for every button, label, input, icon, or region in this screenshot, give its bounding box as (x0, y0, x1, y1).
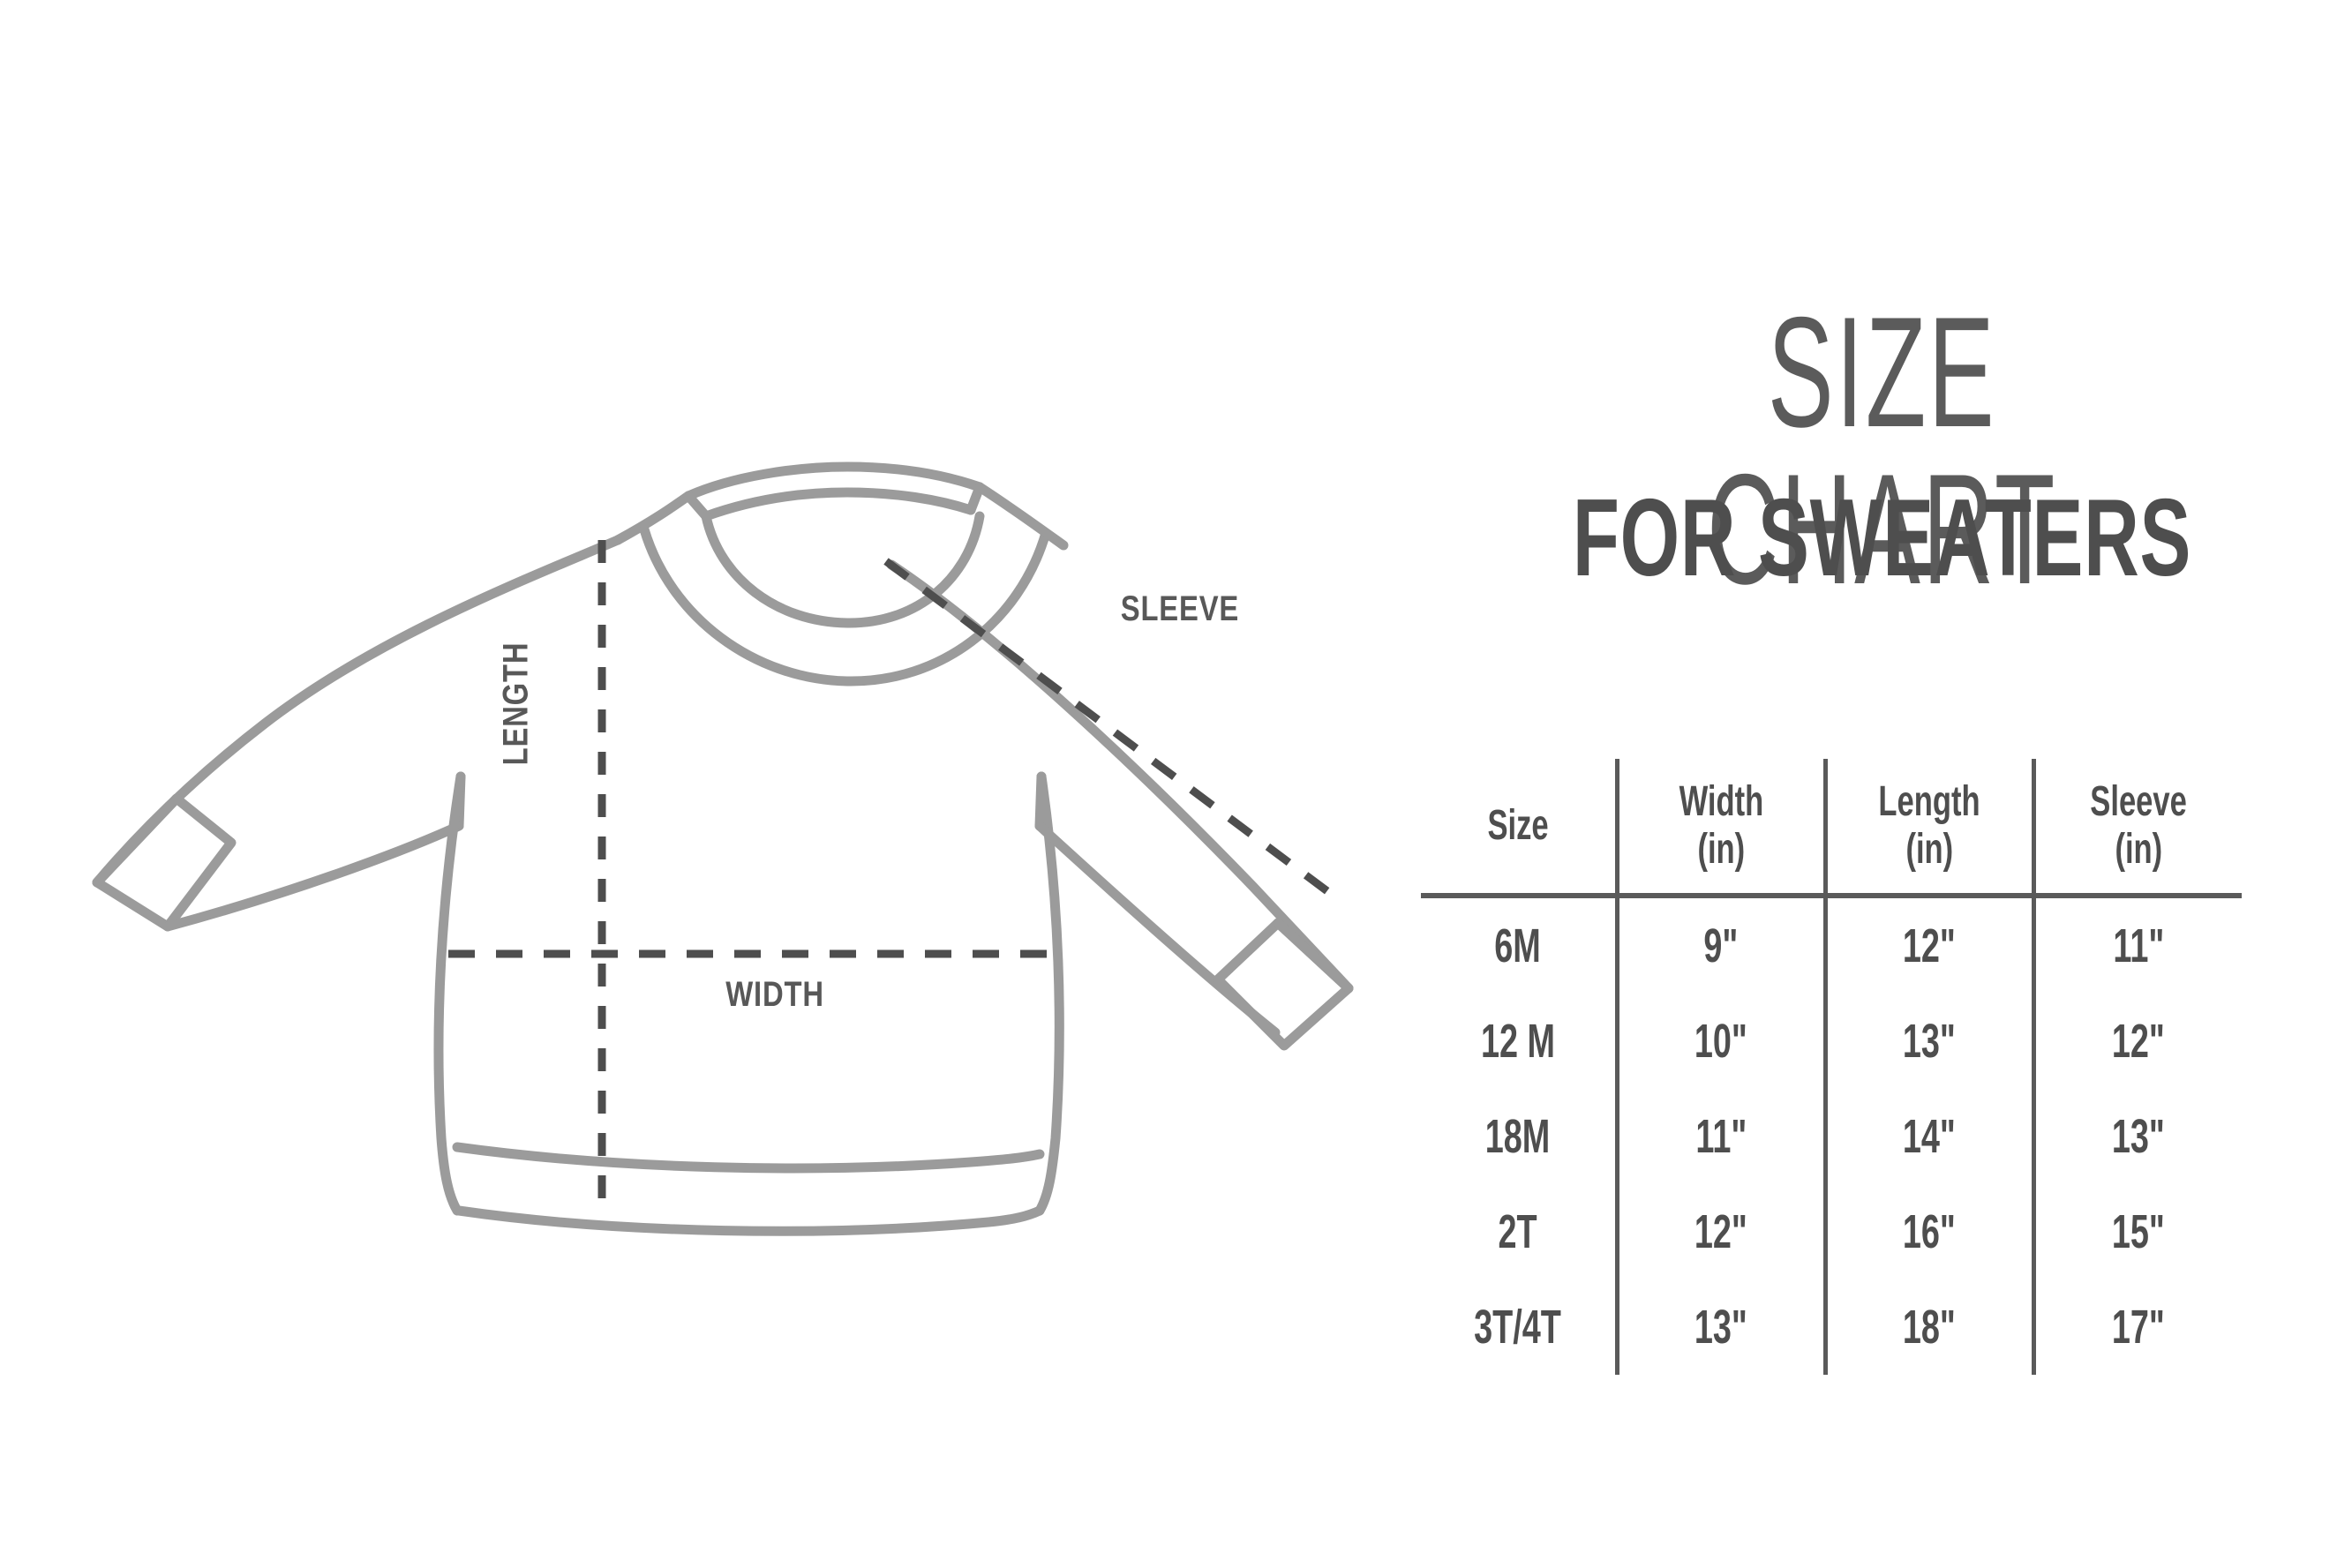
column-header-sleeve-line2: (in) (2115, 826, 2163, 873)
collar-outer (683, 461, 985, 501)
cell-width: 10" (1614, 994, 1825, 1089)
cell-width-value: 13" (1694, 1301, 1747, 1354)
cell-sleeve: 12" (2031, 994, 2242, 1089)
column-header-sleeve: Sleeve (in) (2031, 759, 2242, 898)
sweater-illustration: SLEEVE WIDTH LENGTH (92, 461, 1354, 1236)
column-header-size: Size (1421, 759, 1617, 898)
cell-width-value: 12" (1694, 1205, 1747, 1258)
cell-size-value: 6M (1494, 919, 1541, 972)
column-header-width: Width (in) (1614, 759, 1825, 898)
cell-sleeve: 17" (2031, 1279, 2242, 1375)
table-header-row: Size Width (in) Length (in) Sleeve (in) (1421, 759, 2242, 898)
table-row: 6M 9" 12" 11" (1421, 896, 2242, 994)
cell-length: 16" (1822, 1184, 2033, 1279)
cell-length-value: 14" (1903, 1110, 1956, 1163)
body-left-side (433, 771, 466, 1216)
cell-size: 6M (1421, 896, 1617, 994)
cell-length: 18" (1822, 1279, 2033, 1375)
cell-sleeve-value: 15" (2112, 1205, 2166, 1258)
sleeve-label: SLEEVE (1120, 589, 1240, 628)
cell-length-value: 13" (1903, 1015, 1956, 1068)
collar-inner (701, 487, 976, 521)
column-header-width-line1: Width (1679, 778, 1763, 825)
cell-sleeve: 15" (2031, 1184, 2242, 1279)
cell-width-value: 10" (1694, 1015, 1747, 1068)
column-header-width-line2: (in) (1697, 826, 1745, 873)
column-header-length-line1: Length (1878, 778, 1980, 825)
cell-length-value: 16" (1903, 1205, 1956, 1258)
cell-size-value: 2T (1498, 1205, 1537, 1258)
cell-size: 18M (1421, 1089, 1617, 1184)
cell-size-value: 3T/4T (1474, 1301, 1562, 1354)
cell-length: 13" (1822, 994, 2033, 1089)
cell-size: 12 M (1421, 994, 1617, 1089)
right-armhole (1034, 771, 1047, 831)
cell-size: 2T (1421, 1184, 1617, 1279)
cell-width: 12" (1614, 1184, 1825, 1279)
right-shoulder-slope (974, 482, 1069, 551)
left-sleeve-under-line (162, 821, 464, 932)
right-cuff-inner-line (1273, 918, 1354, 994)
cell-sleeve-value: 17" (2112, 1301, 2166, 1354)
neckline-front (701, 511, 985, 628)
table-body: 6M 9" 12" 11" 12 M 10" 13" 12" 18M 11" 1… (1421, 896, 2242, 1375)
chart-panel: SIZE CHART FOR SWEATERS Size Width (in) … (1412, 0, 2352, 1568)
cell-sleeve: 11" (2031, 896, 2242, 994)
neckline-lower (639, 524, 1051, 686)
cell-length-value: 12" (1903, 919, 1956, 972)
left-sleeve-top-line (92, 535, 623, 888)
cell-length: 12" (1822, 896, 2033, 994)
cell-size-value: 12 M (1480, 1015, 1555, 1068)
body-right-side (1034, 771, 1064, 1216)
cell-sleeve-value: 11" (2113, 919, 2165, 972)
cell-length-value: 18" (1903, 1301, 1956, 1354)
cell-size: 3T/4T (1421, 1279, 1617, 1375)
cell-sleeve-value: 12" (2112, 1015, 2166, 1068)
table-row: 2T 12" 16" 15" (1421, 1184, 2242, 1279)
cell-size-value: 18M (1484, 1110, 1551, 1163)
left-shoulder-slope (612, 491, 694, 545)
column-header-length: Length (in) (1822, 759, 2033, 898)
cell-sleeve: 13" (2031, 1089, 2242, 1184)
cell-width: 9" (1614, 896, 1825, 994)
table-row: 3T/4T 13" 18" 17" (1421, 1279, 2242, 1375)
column-header-length-line2: (in) (1905, 826, 1953, 873)
length-label: LENGTH (496, 641, 536, 766)
page-title: SIZE CHART (1707, 284, 2057, 617)
cell-width: 11" (1614, 1089, 1825, 1184)
table-header: Size Width (in) Length (in) Sleeve (in) (1421, 759, 2242, 898)
width-label: WIDTH (725, 975, 824, 1014)
cell-width-value: 11" (1695, 1110, 1747, 1163)
right-cuff (1213, 918, 1354, 1051)
page-subtitle: FOR SWEATERS (1572, 477, 2192, 599)
table-row: 18M 11" 14" 13" (1421, 1089, 2242, 1184)
column-header-sleeve-line1: Sleeve (2090, 778, 2188, 825)
cell-sleeve-value: 13" (2112, 1110, 2166, 1163)
cell-width-value: 9" (1703, 919, 1739, 972)
column-header-size-line1: Size (1487, 802, 1549, 849)
table-row: 12 M 10" 13" 12" (1421, 994, 2242, 1089)
cell-length: 14" (1822, 1089, 2033, 1184)
left-cuff-inner-line (92, 793, 182, 888)
cell-width: 13" (1614, 1279, 1825, 1375)
size-table: Size Width (in) Length (in) Sleeve (in) (1421, 759, 2242, 1375)
hem-band-top (452, 1142, 1045, 1174)
hem-bottom (454, 1205, 1045, 1236)
